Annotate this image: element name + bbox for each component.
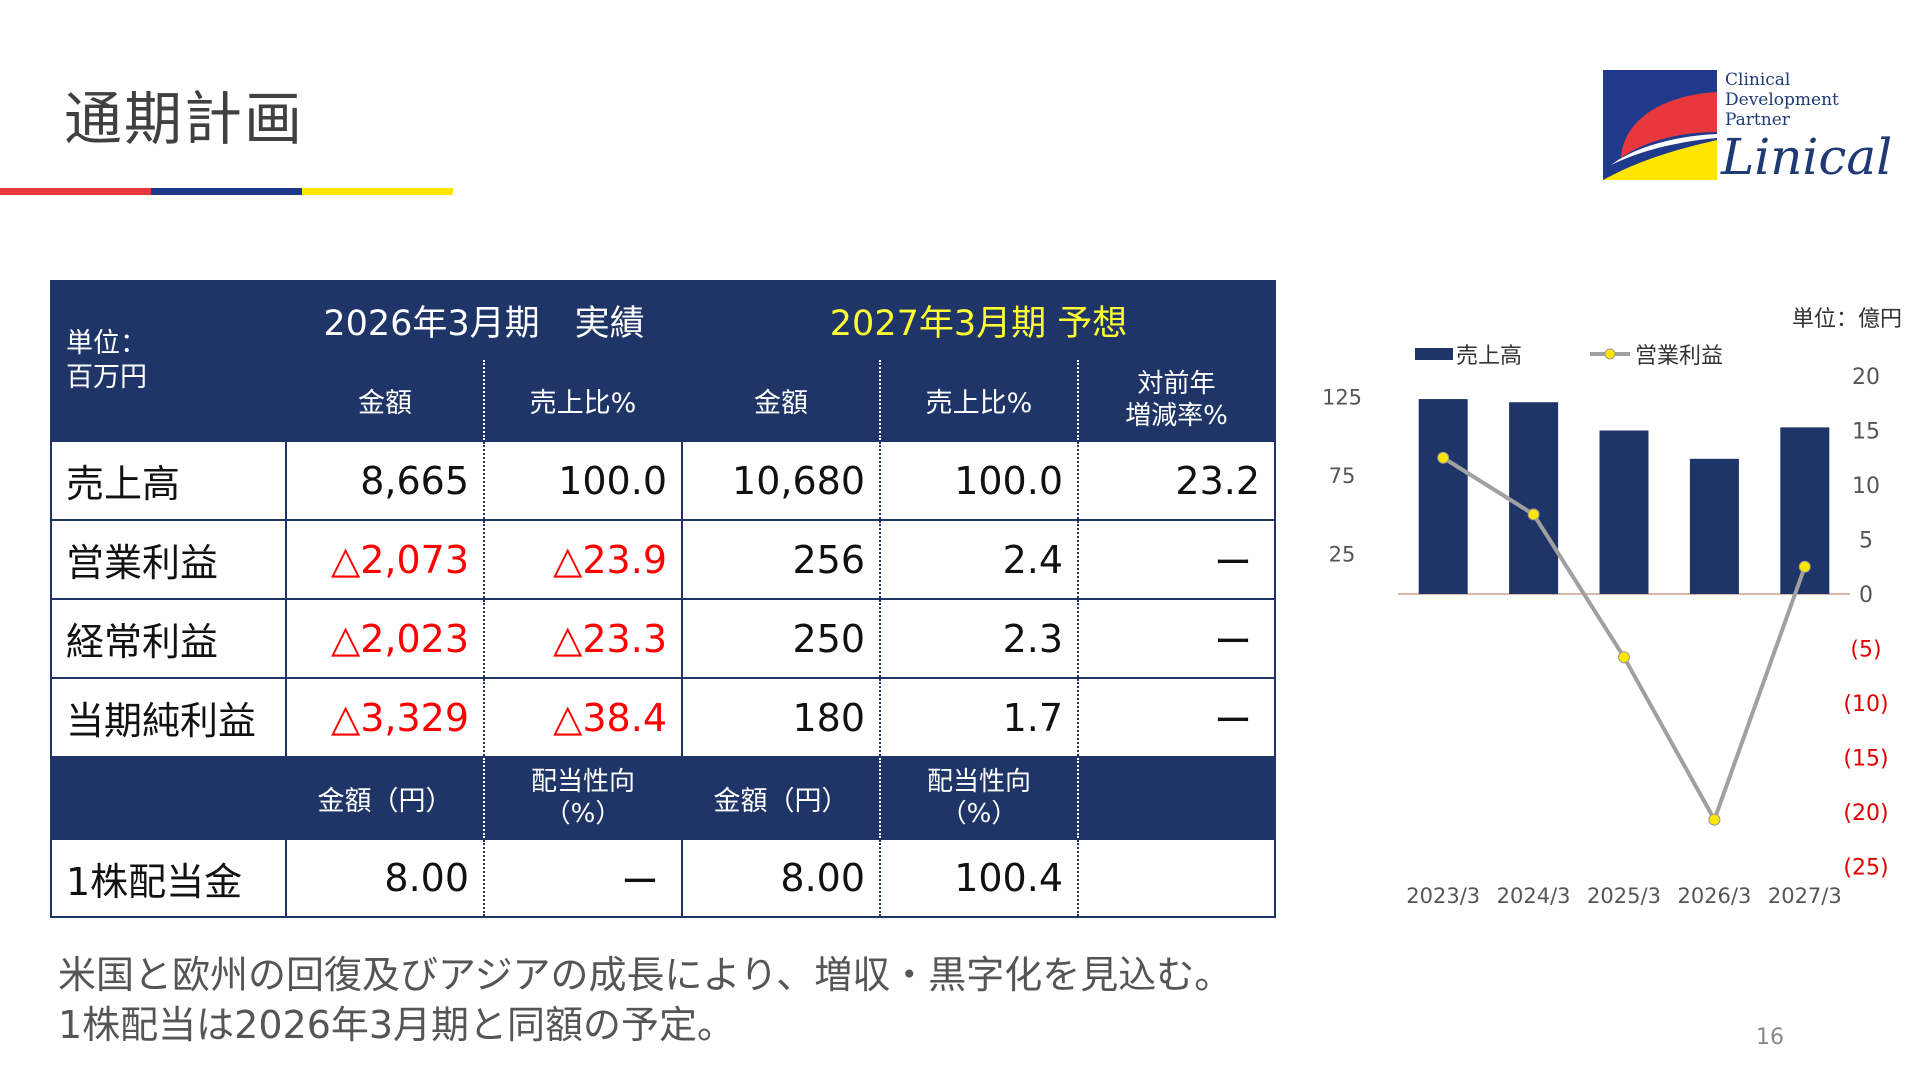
actual-ratio: △38.4	[483, 677, 683, 758]
legend-marker	[1604, 348, 1616, 360]
point-op-profit-2023-3	[1437, 451, 1450, 464]
col-ratio-actual: 売上比%	[483, 358, 683, 442]
actual-amount: △2,073	[285, 519, 485, 600]
actual-amount: △3,329	[285, 677, 485, 758]
dividend-col-amount-actual: 金額（円）	[285, 756, 485, 840]
row-label: 営業利益	[50, 519, 287, 600]
yoy-value: ー	[1076, 677, 1277, 758]
bar-sales-2025-3	[1599, 430, 1649, 594]
dividend-payout-forecast: 100.4	[879, 838, 1079, 918]
financial-plan-table: 単位： 百万円 2026年3月期 実績 2027年3月期 予想 金額 売上比% 金…	[50, 280, 1277, 918]
bar-sales-2023-3	[1418, 399, 1468, 594]
forecast-amount: 250	[681, 598, 881, 679]
right-axis-tick-label: (20)	[1843, 801, 1888, 826]
col-ratio-forecast: 売上比%	[879, 358, 1079, 442]
dividend-header-blank	[50, 756, 287, 840]
chart-legend: 売上高 営業利益	[1415, 344, 1723, 369]
x-axis-tick-label: 2027/3	[1768, 884, 1842, 908]
title-underline	[0, 188, 453, 195]
table-row: 当期純利益 △3,329 △38.4 180 1.7 ー	[50, 677, 1277, 758]
footnote-line-1: 米国と欧州の回復及びアジアの成長により、増収・黒字化を見込む。	[58, 953, 1233, 997]
table-row: 営業利益 △2,073 △23.9 256 2.4 ー	[50, 519, 1277, 600]
table-row: 売上高 8,665 100.0 10,680 100.0 23.2	[50, 440, 1277, 521]
forecast-header: 2027年3月期 予想	[680, 280, 1277, 360]
legend-label-sales: 売上高	[1456, 344, 1522, 369]
x-axis-tick-label: 2023/3	[1406, 884, 1480, 908]
col-yoy: 対前年 増減率%	[1076, 358, 1277, 442]
dividend-header-row: 金額（円） 配当性向 （%） 金額（円） 配当性向 （%）	[50, 756, 1277, 840]
page-number: 16	[1756, 1025, 1784, 1050]
forecast-ratio: 2.4	[879, 519, 1079, 600]
legend-label-op-profit: 営業利益	[1635, 344, 1723, 369]
right-axis-tick-label: 0	[1859, 583, 1873, 608]
point-op-profit-2025-3	[1618, 651, 1630, 664]
col-amount-forecast: 金額	[681, 358, 881, 442]
forecast-amount: 180	[681, 677, 881, 758]
x-axis-tick-label: 2026/3	[1677, 884, 1751, 908]
footnote-line-2: 1株配当は2026年3月期と同額の予定。	[58, 1003, 736, 1047]
bar-sales-2024-3	[1509, 402, 1559, 594]
logo-tagline: Clinical Development Partner	[1725, 70, 1839, 130]
right-axis-tick-label: 5	[1859, 529, 1873, 554]
point-op-profit-2026-3	[1708, 813, 1721, 826]
footnote: 米国と欧州の回復及びアジアの成長により、増収・黒字化を見込む。 1株配当は202…	[58, 950, 1232, 1050]
point-op-profit-2024-3	[1527, 508, 1540, 521]
legend-bar-swatch	[1415, 348, 1453, 360]
left-axis-tick-label: 75	[1329, 464, 1356, 488]
forecast-ratio: 1.7	[879, 677, 1079, 758]
right-axis-tick-label: 20	[1852, 365, 1880, 390]
actual-ratio: △23.3	[483, 598, 683, 679]
left-axis-tick-label: 125	[1322, 386, 1362, 410]
unit-cell: 単位： 百万円	[50, 280, 287, 442]
actual-ratio: 100.0	[483, 440, 683, 521]
actual-amount: 8,665	[285, 440, 485, 521]
logo-mark-icon	[1603, 70, 1717, 180]
forecast-ratio: 2.3	[879, 598, 1079, 679]
table-row: 経常利益 △2,023 △23.3 250 2.3 ー	[50, 598, 1277, 679]
yoy-value: 23.2	[1076, 440, 1277, 521]
col-amount-actual: 金額	[285, 358, 485, 442]
actual-amount: △2,023	[285, 598, 485, 679]
yoy-value: ー	[1076, 519, 1277, 600]
dividend-header-blank-right	[1076, 756, 1277, 840]
dividend-col-payout-forecast: 配当性向 （%）	[879, 756, 1079, 840]
row-label: 経常利益	[50, 598, 287, 679]
page-title: 通期計画	[64, 85, 305, 153]
row-label: 1株配当金	[50, 838, 287, 918]
right-axis-tick-label: (10)	[1843, 692, 1888, 717]
dividend-payout-actual: ー	[483, 838, 683, 918]
right-axis-tick-label: (25)	[1843, 856, 1888, 881]
table-row: 1株配当金 8.00 ー 8.00 100.4	[50, 838, 1277, 918]
company-logo: Clinical Development Partner Linical	[1603, 70, 1903, 186]
right-axis-tick-label: 10	[1852, 474, 1880, 499]
actual-header: 2026年3月期 実績	[285, 280, 683, 360]
left-axis-tick-label: 25	[1329, 543, 1356, 567]
yoy-value: ー	[1076, 598, 1277, 679]
forecast-amount: 256	[681, 519, 881, 600]
right-axis-tick-label: 15	[1852, 420, 1880, 445]
forecast-ratio: 100.0	[879, 440, 1079, 521]
point-op-profit-2027-3	[1798, 560, 1811, 573]
row-label: 売上高	[50, 440, 287, 521]
dividend-col-payout-actual: 配当性向 （%）	[483, 756, 683, 840]
right-axis-tick-label: (5)	[1850, 638, 1881, 663]
row-label: 当期純利益	[50, 677, 287, 758]
sales-operating-profit-chart: 単位：億円 売上高 営業利益 125 75 25 20 15 10 5 0 (5) (10) (15…	[1322, 307, 1902, 908]
x-axis-tick-label: 2025/3	[1587, 884, 1661, 908]
logo-brand: Linical	[1721, 128, 1893, 186]
dividend-amount-actual: 8.00	[285, 838, 485, 918]
right-axis-tick-label: (15)	[1843, 747, 1888, 772]
chart-unit-label: 単位：億円	[1792, 307, 1902, 332]
dividend-amount-forecast: 8.00	[681, 838, 881, 918]
dividend-col-amount-forecast: 金額（円）	[681, 756, 881, 840]
dividend-blank	[1076, 838, 1277, 918]
forecast-amount: 10,680	[681, 440, 881, 521]
actual-ratio: △23.9	[483, 519, 683, 600]
x-axis-tick-label: 2024/3	[1497, 884, 1571, 908]
bar-sales-2026-3	[1689, 458, 1739, 594]
